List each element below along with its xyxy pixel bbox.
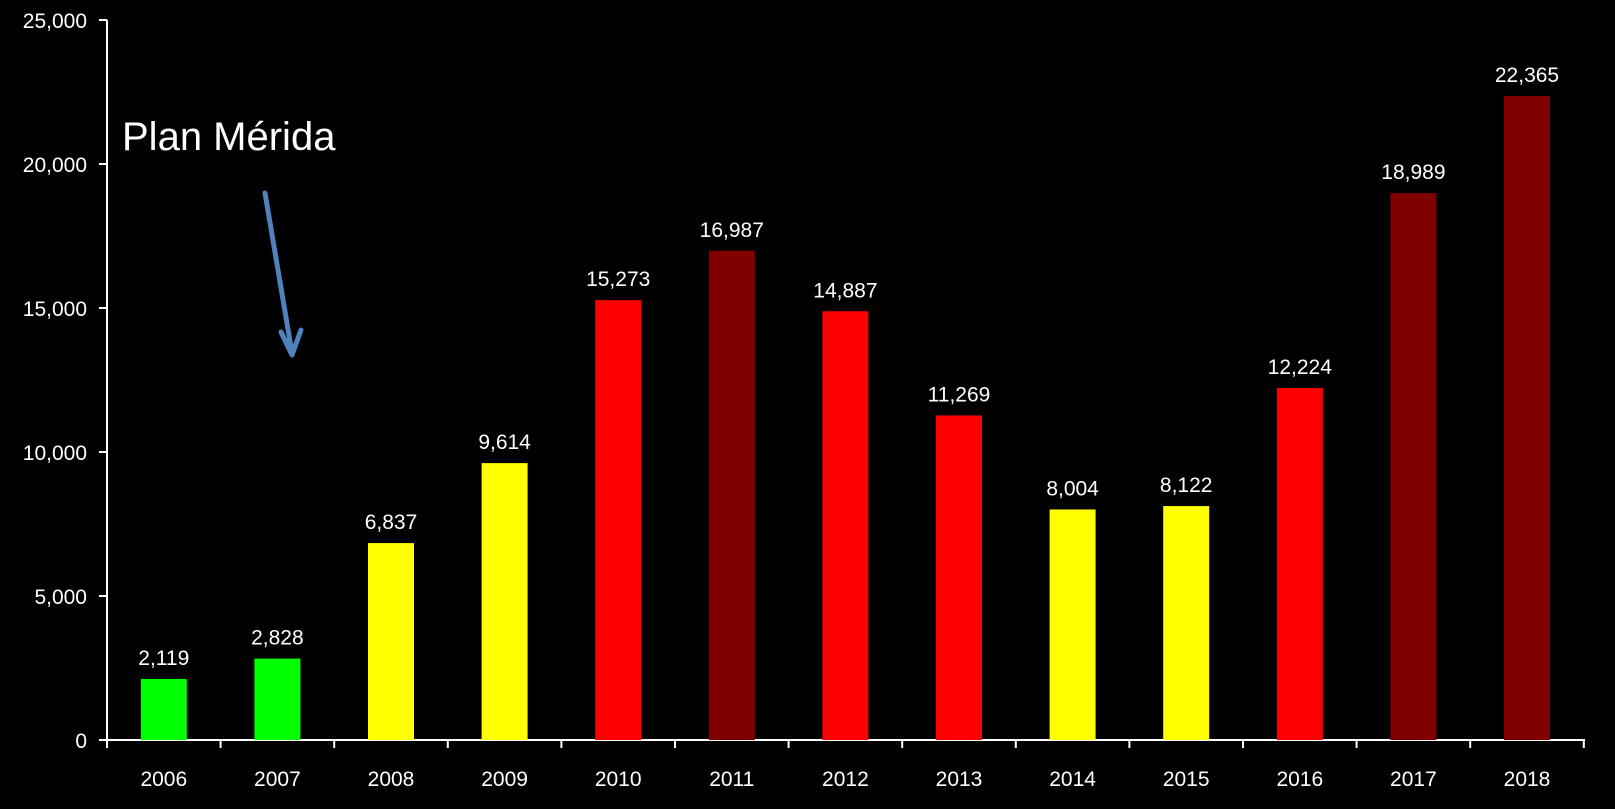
x-tick-label: 2016 [1276, 768, 1323, 791]
data-label: 16,987 [700, 219, 764, 242]
bars [140, 95, 1550, 740]
y-tick-label: 25,000 [23, 10, 87, 33]
annotation-arrow-icon [262, 190, 295, 356]
x-tick-label: 2006 [140, 768, 187, 791]
x-tick-label: 2018 [1504, 768, 1551, 791]
x-tick-label: 2012 [822, 768, 869, 791]
bar [708, 250, 755, 740]
bar [1276, 387, 1323, 740]
bar [936, 415, 982, 740]
bar [1390, 193, 1437, 740]
data-label: 14,887 [813, 279, 877, 302]
data-label: 6,837 [365, 511, 418, 534]
annotation-text: Plan Mérida [122, 115, 336, 159]
data-label: 2,119 [138, 647, 189, 670]
bar [140, 678, 187, 740]
bar [595, 300, 642, 740]
bar [254, 658, 301, 740]
y-tick-label: 5,000 [34, 586, 87, 609]
x-tick-label: 2011 [709, 768, 754, 791]
y-tick-label: 15,000 [23, 298, 87, 321]
bar [1049, 509, 1096, 740]
data-label: 11,269 [928, 383, 991, 406]
y-tick-label: 20,000 [23, 154, 87, 177]
bar [1504, 95, 1550, 740]
x-tick-label: 2008 [368, 768, 415, 791]
data-label: 2,828 [251, 627, 304, 650]
bar [822, 311, 869, 740]
y-tick-label: 0 [75, 730, 87, 753]
annotation: Plan Mérida [122, 115, 336, 358]
x-tick-label: 2009 [481, 768, 528, 791]
data-label: 9,614 [478, 431, 531, 454]
y-axis: 0 5,000 10,000 15,000 20,000 25,000 [23, 10, 108, 753]
x-tick-label: 2015 [1163, 768, 1210, 791]
x-tick-label: 2014 [1049, 768, 1096, 791]
data-label: 18,989 [1381, 161, 1445, 184]
x-axis: 2006 2007 2008 2009 2010 2011 2012 2013 2014 2015… [106, 739, 1585, 791]
data-label: 8,122 [1160, 474, 1213, 497]
y-tick-label: 10,000 [23, 442, 87, 465]
value-labels: 2,119 2,828 6,837 9,614 15,273 16,987 14,887 11… [138, 64, 1559, 670]
data-label: 12,224 [1268, 356, 1333, 379]
x-tick-label: 2017 [1390, 768, 1437, 791]
x-tick-label: 2013 [936, 768, 983, 791]
bar [481, 463, 528, 740]
x-tick-label: 2010 [595, 768, 642, 791]
bar [368, 543, 414, 740]
data-label: 15,273 [586, 268, 650, 291]
annotation-arrowhead-icon [278, 327, 304, 358]
x-tick-label: 2007 [254, 768, 301, 791]
bar [1163, 506, 1210, 740]
data-label: 22,365 [1495, 64, 1559, 87]
data-label: 8,004 [1046, 477, 1099, 500]
